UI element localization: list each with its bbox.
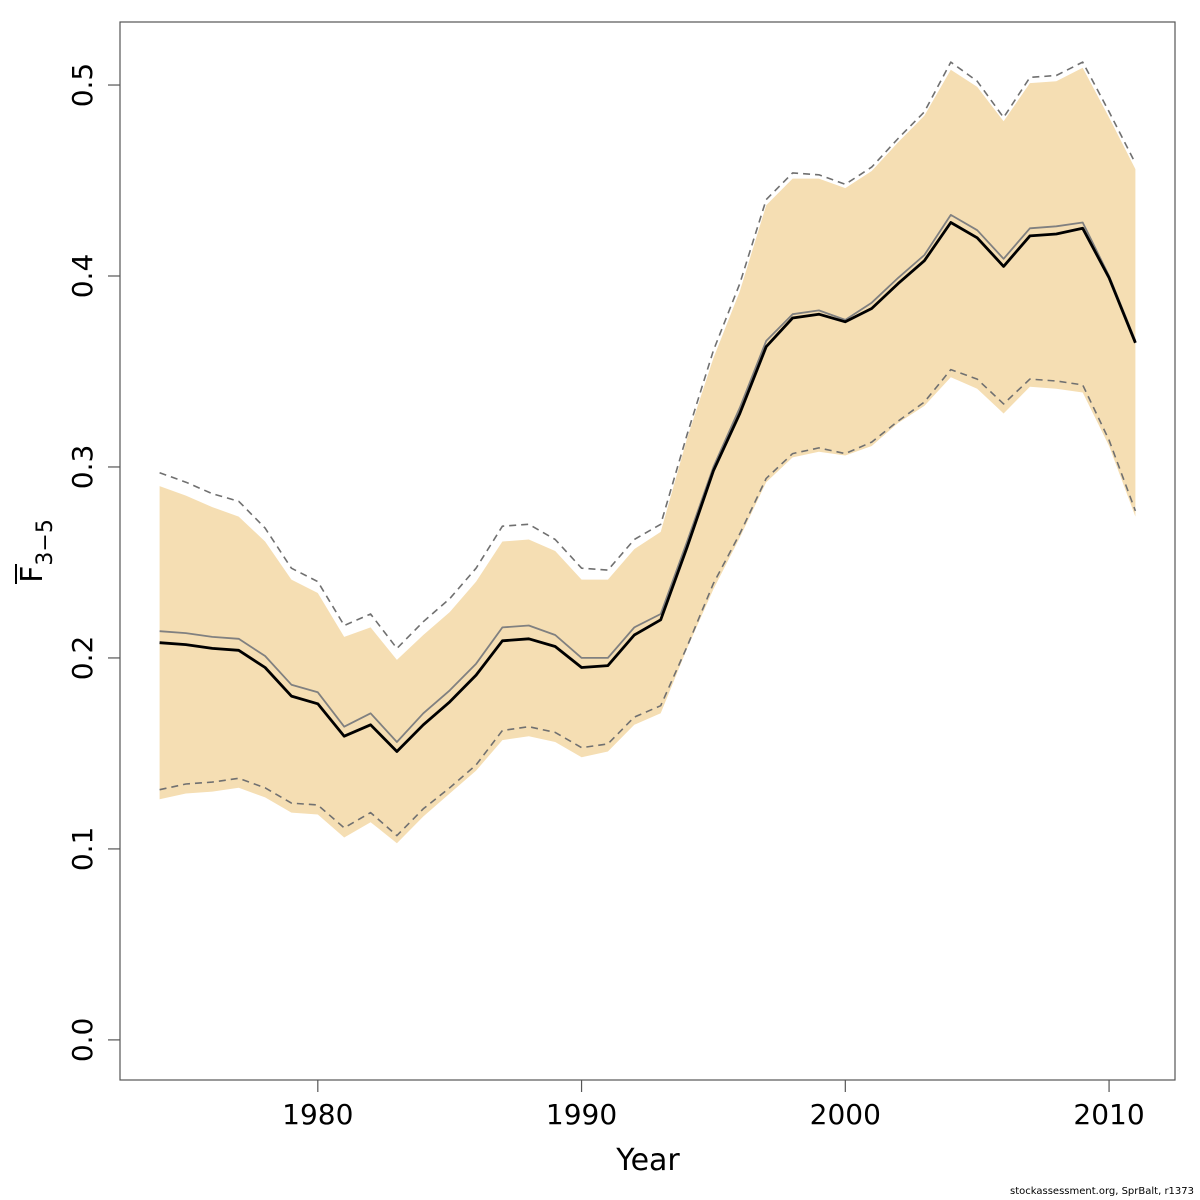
y-tick-label: 0.4 (66, 254, 99, 299)
x-axis: 1980 1990 2000 2010 (282, 1080, 1145, 1131)
y-axis-title: F3−5 (15, 519, 58, 584)
y-tick-label: 0.2 (66, 636, 99, 681)
x-tick-label: 1980 (282, 1098, 353, 1131)
y-tick-label: 0.5 (66, 63, 99, 108)
x-tick-label: 2010 (1073, 1098, 1144, 1131)
estimate-line (159, 221, 1137, 753)
plot-frame (119, 21, 1176, 1081)
previous-upper-bound-line (159, 61, 1137, 650)
series-layer (159, 61, 1137, 844)
y-tick-label: 0.1 (66, 827, 99, 872)
y-axis: 0.0 0.1 0.2 0.3 0.4 0.5 (66, 63, 120, 1062)
y-axis-title-subscript: 3−5 (33, 519, 58, 565)
previous-estimate-line (159, 213, 1137, 743)
x-tick-label: 1990 (546, 1098, 617, 1131)
source-credit: stockassessment.org, SprBalt, r1373 (1010, 1186, 1194, 1197)
x-axis-title: Year (615, 1143, 680, 1178)
y-tick-label: 0.0 (66, 1018, 99, 1063)
y-tick-label: 0.3 (66, 445, 99, 490)
previous-lower-bound-line (159, 368, 1137, 837)
y-axis-title-main: F (15, 566, 50, 583)
svg-text:F3−5: F3−5 (15, 519, 58, 583)
x-tick-label: 2000 (810, 1098, 881, 1131)
confidence-band (159, 67, 1136, 844)
